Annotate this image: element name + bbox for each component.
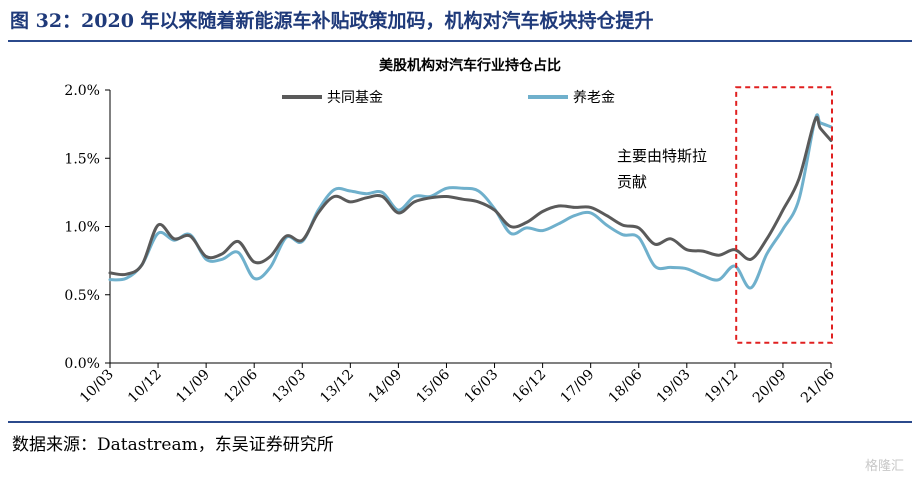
highlight-box	[735, 86, 834, 344]
y-tick-label: 1.0%	[64, 220, 100, 236]
x-tick-label: 12/06	[221, 366, 261, 406]
x-tick-label: 16/03	[462, 367, 502, 407]
x-tick-label: 18/06	[606, 366, 646, 406]
chart-title: 美股机构对汽车行业持仓占比	[379, 57, 561, 74]
x-tick-label: 14/09	[365, 367, 405, 407]
x-tick-label: 10/03	[77, 367, 117, 407]
source-note: 数据来源：Datastream，东吴证券研究所	[12, 435, 334, 455]
x-tick-label: 13/12	[317, 367, 357, 407]
top-rule	[8, 40, 912, 42]
y-tick-label: 1.5%	[64, 151, 100, 167]
x-tick-label: 13/03	[269, 367, 309, 407]
annotation-line-2: 贡献	[617, 173, 647, 191]
x-tick-label: 20/09	[750, 367, 790, 407]
series-line-mutual-funds	[108, 115, 833, 277]
series-group	[108, 113, 833, 290]
annotation-line-1: 主要由特斯拉	[617, 147, 707, 165]
chart-svg: 美股机构对汽车行业持仓占比 共同基金 养老金 0.0% 0.5% 1.0% 1.5% 2…	[64, 57, 837, 406]
series-line-pension	[108, 113, 833, 290]
x-tick-label: 16/12	[510, 367, 550, 407]
x-tick-label: 19/12	[702, 367, 742, 407]
bottom-rule	[8, 421, 912, 423]
x-tick-label: 21/06	[798, 366, 838, 406]
y-tick-label: 0.5%	[64, 288, 100, 304]
y-tick-label: 0.0%	[64, 356, 100, 372]
y-tick-label: 2.0%	[64, 83, 100, 99]
x-tick-label: 17/09	[558, 367, 598, 407]
legend-label-pension: 养老金	[573, 90, 615, 106]
x-tick-label: 19/03	[654, 367, 694, 407]
x-tick-label: 10/12	[125, 367, 165, 407]
legend: 共同基金 养老金	[282, 89, 615, 106]
axes: 0.0% 0.5% 1.0% 1.5% 2.0% 10/03 10/12 11/09 12/06…	[64, 83, 837, 406]
x-tick-label: 15/06	[413, 366, 453, 406]
x-tick-label: 11/09	[173, 367, 213, 407]
figure-title: 图 32：2020 年以来随着新能源车补贴政策加码，机构对汽车板块持仓提升	[10, 10, 654, 32]
watermark: 格隆汇	[864, 459, 904, 474]
legend-label-mutual-funds: 共同基金	[327, 89, 383, 106]
